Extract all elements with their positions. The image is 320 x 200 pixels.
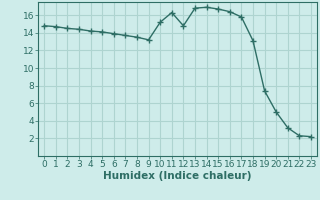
X-axis label: Humidex (Indice chaleur): Humidex (Indice chaleur) [103,171,252,181]
